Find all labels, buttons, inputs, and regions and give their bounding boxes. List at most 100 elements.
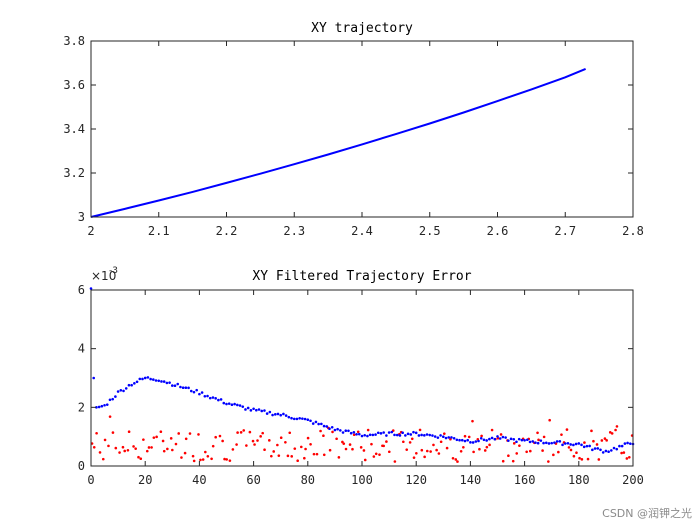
- error-point-blue: [195, 388, 198, 392]
- trajectory-line-true: [90, 68, 586, 218]
- error-point-red: [242, 429, 246, 432]
- error-point-red: [490, 428, 494, 432]
- error-point-blue: [390, 430, 394, 434]
- error-point-red: [511, 459, 515, 463]
- trajectory-xtick-label: 2.3: [283, 224, 305, 238]
- error-point-blue: [626, 441, 629, 445]
- error-point-blue: [593, 447, 597, 450]
- trajectory-xtick-label: 2.4: [351, 224, 373, 238]
- error-xtick-label: 40: [192, 473, 206, 487]
- error-point-red: [542, 435, 546, 439]
- error-point-blue: [366, 434, 369, 438]
- error-point-blue: [401, 431, 404, 435]
- error-point-blue: [171, 384, 174, 387]
- error-point-red: [586, 457, 590, 461]
- error-point-red: [225, 458, 228, 461]
- error-point-red: [622, 451, 626, 454]
- error-point-red: [192, 459, 196, 463]
- error-point-blue: [336, 427, 339, 431]
- error-point-blue: [544, 441, 548, 445]
- error-point-red: [351, 447, 354, 451]
- error-point-red: [118, 451, 121, 454]
- error-point-red: [366, 428, 370, 432]
- error-point-red: [583, 441, 586, 444]
- error-point-blue: [284, 414, 288, 417]
- error-point-red: [370, 442, 373, 446]
- error-point-blue: [141, 377, 144, 381]
- error-point-blue: [222, 401, 226, 405]
- error-point-blue: [135, 380, 139, 384]
- error-point-red: [210, 457, 213, 461]
- error-point-blue: [363, 433, 367, 437]
- error-point-red: [162, 449, 166, 453]
- error-xtick-label: 20: [138, 473, 152, 487]
- error-point-red: [134, 447, 137, 450]
- error-point-red: [525, 450, 528, 454]
- error-point-blue: [154, 379, 158, 382]
- error-point-red: [352, 433, 356, 437]
- error-point-blue: [588, 444, 591, 448]
- error-point-red: [374, 452, 378, 456]
- error-point-blue: [227, 402, 231, 405]
- error-point-blue: [528, 440, 532, 444]
- error-point-red: [478, 447, 481, 451]
- error-point-blue: [563, 442, 567, 445]
- error-point-red: [439, 440, 443, 444]
- error-point-red: [614, 428, 617, 432]
- error-point-red: [499, 433, 503, 436]
- error-point-red: [228, 459, 232, 462]
- error-point-red: [423, 455, 426, 459]
- error-point-red: [197, 433, 200, 436]
- error-point-red: [272, 450, 276, 453]
- error-point-blue: [425, 433, 429, 436]
- error-point-red: [456, 460, 459, 463]
- error-point-red: [463, 434, 467, 438]
- error-point-red: [356, 430, 360, 434]
- error-point-blue: [618, 444, 621, 448]
- error-point-blue: [246, 406, 250, 410]
- error-point-red: [575, 451, 578, 455]
- error-point-blue: [433, 435, 437, 438]
- error-point-blue: [482, 438, 486, 442]
- error-point-blue: [612, 446, 616, 450]
- error-point-blue: [526, 438, 529, 442]
- error-point-blue: [260, 409, 264, 413]
- error-point-blue: [423, 434, 426, 437]
- trajectory-axes: XY trajectory 2 2.1 2.2 2.3 2.4 2.5 2.6 2.7 2.8 3…: [63, 21, 644, 238]
- error-point-red: [580, 458, 584, 461]
- error-point-red: [569, 448, 573, 452]
- error-point-blue: [301, 417, 304, 420]
- error-point-red: [286, 454, 290, 458]
- error-point-red: [378, 453, 381, 456]
- error-point-blue: [317, 422, 320, 426]
- error-point-red: [147, 446, 151, 449]
- error-point-blue: [328, 427, 331, 430]
- error-point-blue: [347, 429, 350, 433]
- trajectory-ytick-label: 3.8: [63, 34, 85, 48]
- error-point-red: [152, 436, 156, 439]
- trajectory-title: XY trajectory: [311, 21, 413, 36]
- error-point-red: [590, 429, 593, 433]
- error-point-blue: [542, 441, 545, 445]
- error-point-red: [537, 438, 540, 442]
- error-point-red: [445, 446, 449, 450]
- error-point-red: [108, 415, 112, 418]
- error-point-red: [402, 440, 405, 444]
- error-point-red: [204, 450, 207, 454]
- error-point-blue: [255, 408, 258, 412]
- error-point-blue: [173, 384, 177, 388]
- error-plot-area: [89, 287, 635, 463]
- error-point-red: [372, 455, 376, 458]
- error-point-red: [304, 447, 307, 451]
- error-point-red: [150, 446, 153, 449]
- error-point-red: [348, 443, 352, 446]
- error-point-blue: [596, 447, 600, 450]
- error-point-blue: [360, 434, 364, 438]
- error-point-red: [435, 448, 438, 452]
- error-point-red: [114, 446, 118, 450]
- error-point-blue: [233, 402, 236, 406]
- error-point-blue: [469, 441, 472, 444]
- error-point-red: [565, 428, 569, 431]
- error-point-red: [92, 446, 96, 449]
- error-point-blue: [471, 441, 475, 444]
